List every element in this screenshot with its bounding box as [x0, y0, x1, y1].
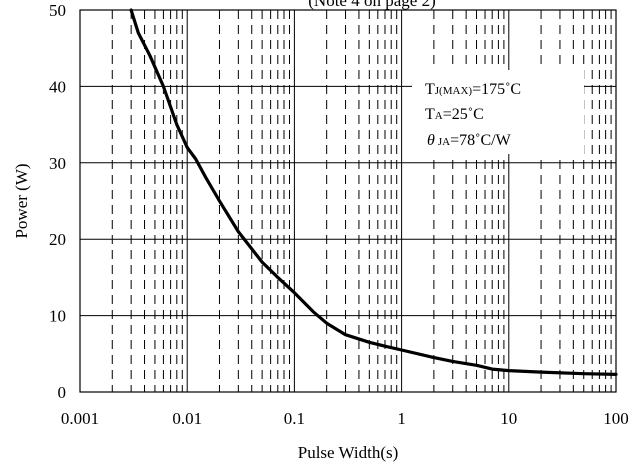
legend-theta-ja: θ JA=78˚C/W: [427, 132, 512, 149]
y-tick-label: 40: [49, 77, 66, 96]
x-axis-label: Pulse Width(s): [298, 443, 399, 462]
legend-tj-main: T: [425, 81, 435, 98]
x-tick-label: 0.001: [61, 409, 99, 428]
legend-background: [412, 70, 584, 154]
power-curve: [129, 8, 618, 376]
y-tick-label: 0: [58, 383, 67, 402]
y-tick-label: 30: [49, 154, 66, 173]
y-axis-label: Power (W): [12, 163, 31, 238]
y-tick-label: 10: [49, 307, 66, 326]
legend-ta: TA=25˚C: [425, 106, 484, 123]
x-tick-label: 0.1: [284, 409, 305, 428]
legend-tj-sub: J(MAX): [435, 85, 473, 97]
legend-box: TJ(MAX)=175˚C TA=25˚C θ JA=78˚C/W: [412, 70, 584, 154]
legend-theta-rest: =78˚C/W: [450, 132, 511, 149]
x-tick-label: 10: [500, 409, 517, 428]
plot-frame: [79, 9, 617, 393]
x-tick-labels: 0.001 0.01 0.1 1 10 100: [61, 409, 629, 428]
y-tick-label: 50: [49, 1, 66, 20]
legend-theta-main: θ: [427, 132, 435, 149]
legend-tj-rest: =175˚C: [472, 81, 521, 98]
x-tick-label: 1: [397, 409, 406, 428]
x-tick-label: 0.01: [172, 409, 202, 428]
legend-ta-rest: =25˚C: [443, 106, 484, 123]
legend-tj-max: TJ(MAX)=175˚C: [425, 81, 521, 98]
legend-ta-main: T: [425, 106, 435, 123]
legend-theta-sub: JA: [438, 136, 450, 148]
y-tick-label: 20: [49, 230, 66, 249]
chart-title: (Note 4 on page 2): [308, 0, 435, 10]
y-tick-labels: 0 10 20 30 40 50: [49, 1, 66, 402]
legend-ta-sub: A: [435, 110, 443, 122]
x-tick-label: 100: [603, 409, 629, 428]
